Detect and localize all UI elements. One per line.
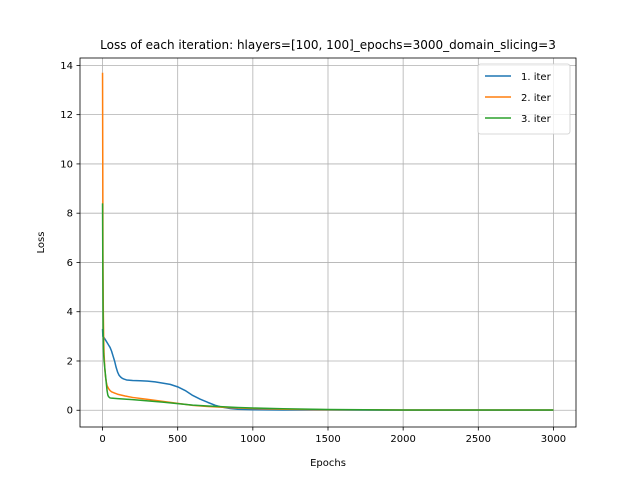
y-tick-label: 2 — [67, 356, 73, 367]
grid — [80, 58, 576, 427]
series-line-1 — [101, 328, 554, 411]
ticks: 0 500 1000 1500 2000 2500 3000 0 2 4 6 8 10 12 14 — [60, 61, 566, 445]
legend-box — [477, 63, 571, 135]
legend-label: 2. iter — [521, 93, 552, 104]
x-tick-label: 0 — [99, 434, 105, 445]
legend-label: 3. iter — [521, 114, 552, 125]
legend: 1. iter 2. iter 3. iter — [477, 63, 571, 135]
x-tick-label: 1000 — [240, 434, 265, 445]
y-axis-label: Loss — [36, 232, 47, 254]
y-tick-label: 14 — [60, 61, 73, 72]
x-tick-label: 2000 — [390, 434, 415, 445]
y-tick-label: 6 — [67, 258, 73, 269]
y-tick-label: 0 — [67, 406, 73, 417]
x-tick-label: 3000 — [541, 434, 566, 445]
y-tick-label: 12 — [60, 110, 73, 121]
series-line-3 — [101, 203, 554, 411]
y-tick-label: 4 — [67, 307, 73, 318]
y-tick-label: 10 — [60, 159, 73, 170]
legend-label: 1. iter — [521, 72, 552, 83]
x-tick-label: 1500 — [315, 434, 340, 445]
y-tick-label: 8 — [67, 209, 73, 220]
series-layer — [101, 72, 554, 411]
chart-title: Loss of each iteration: hlayers=[100, 10… — [100, 38, 556, 52]
x-tick-label: 2500 — [466, 434, 491, 445]
x-tick-label: 500 — [168, 434, 187, 445]
x-axis-label: Epochs — [310, 458, 346, 469]
